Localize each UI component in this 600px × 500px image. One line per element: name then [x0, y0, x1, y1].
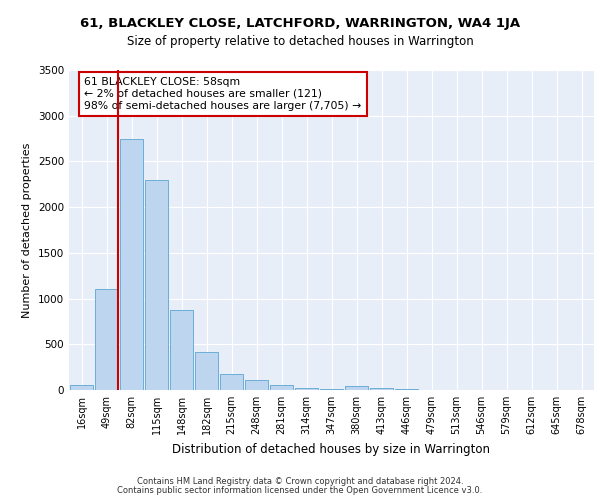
Bar — [295, 388, 318, 390]
Bar — [95, 290, 118, 390]
Bar — [170, 310, 193, 390]
Bar — [270, 385, 293, 390]
Y-axis label: Number of detached properties: Number of detached properties — [22, 142, 32, 318]
Bar — [70, 386, 93, 390]
Bar — [120, 138, 143, 390]
Bar — [370, 388, 393, 390]
Bar — [145, 180, 168, 390]
Text: Contains HM Land Registry data © Crown copyright and database right 2024.: Contains HM Land Registry data © Crown c… — [137, 477, 463, 486]
Text: 61, BLACKLEY CLOSE, LATCHFORD, WARRINGTON, WA4 1JA: 61, BLACKLEY CLOSE, LATCHFORD, WARRINGTO… — [80, 18, 520, 30]
Text: Contains public sector information licensed under the Open Government Licence v3: Contains public sector information licen… — [118, 486, 482, 495]
Text: 61 BLACKLEY CLOSE: 58sqm
← 2% of detached houses are smaller (121)
98% of semi-d: 61 BLACKLEY CLOSE: 58sqm ← 2% of detache… — [84, 78, 361, 110]
Bar — [245, 380, 268, 390]
X-axis label: Distribution of detached houses by size in Warrington: Distribution of detached houses by size … — [173, 442, 491, 456]
Bar — [220, 374, 243, 390]
Bar — [395, 389, 418, 390]
Bar — [345, 386, 368, 390]
Text: Size of property relative to detached houses in Warrington: Size of property relative to detached ho… — [127, 35, 473, 48]
Bar — [195, 352, 218, 390]
